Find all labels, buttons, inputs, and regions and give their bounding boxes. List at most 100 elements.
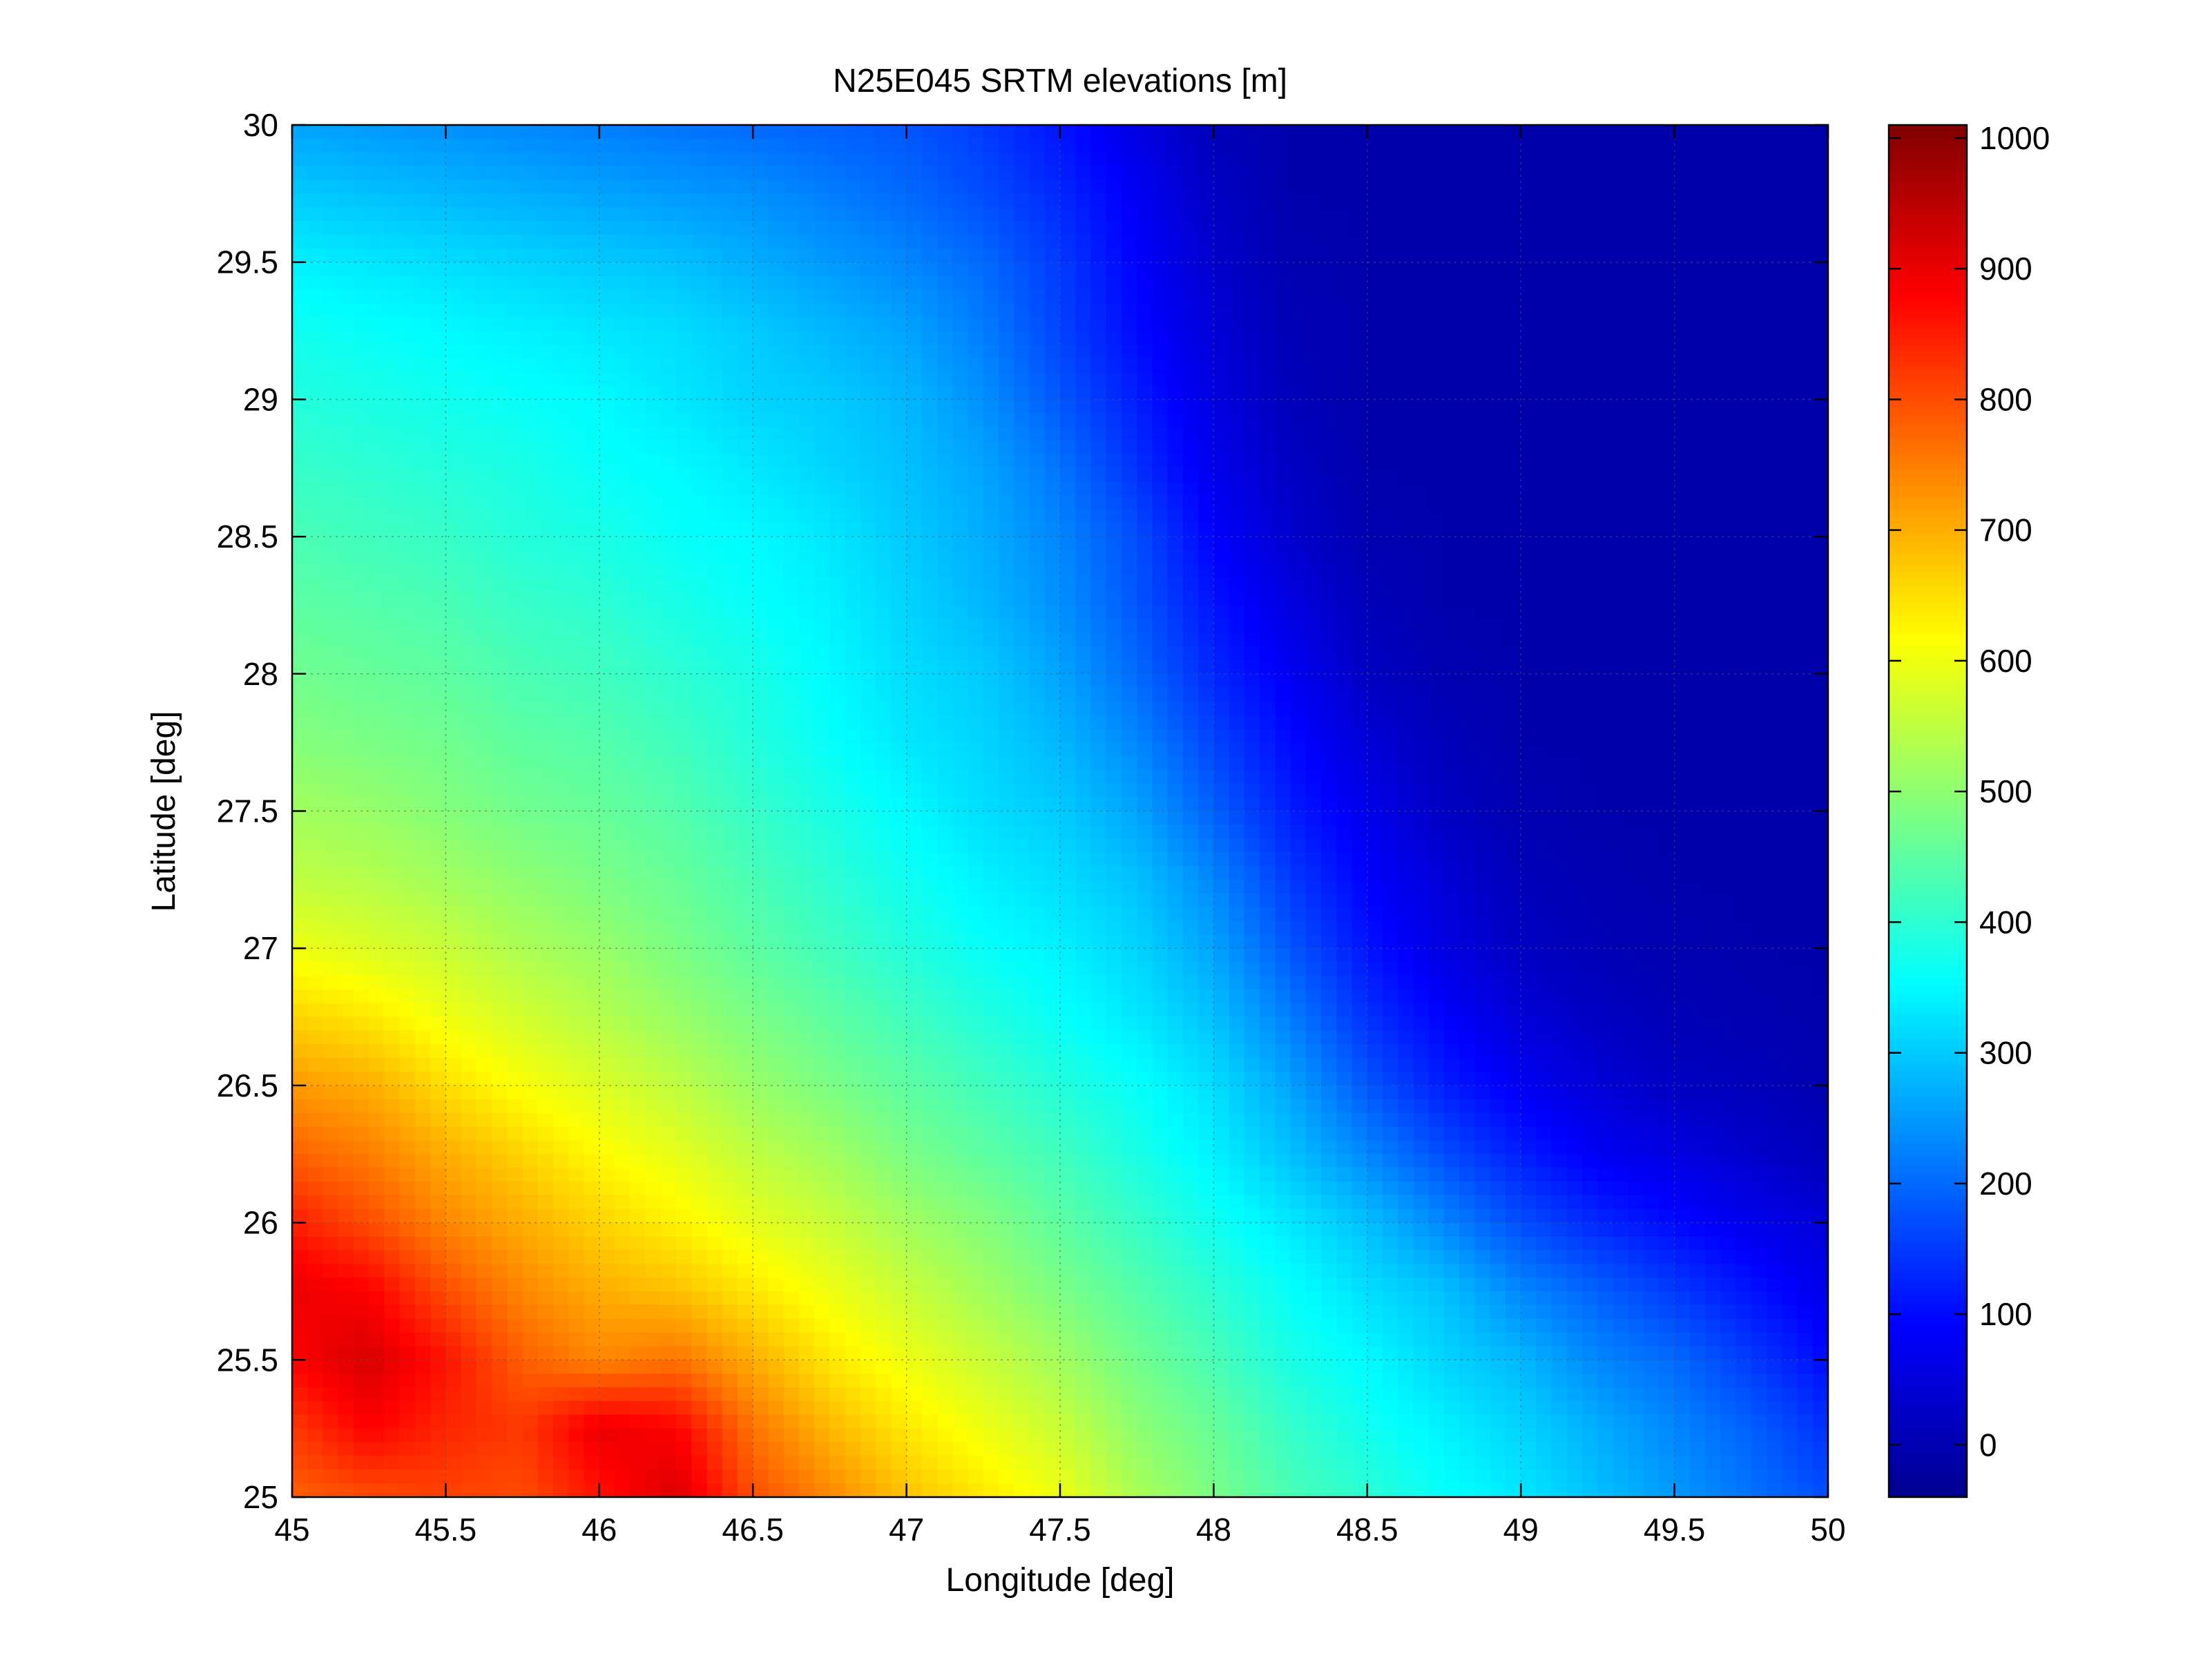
heatmap-cell [937,125,954,139]
heatmap-cell [1014,234,1030,249]
heatmap-cell [1582,659,1599,675]
heatmap-cell [1121,687,1137,702]
heatmap-cell [1229,125,1245,139]
heatmap-cell [1597,756,1614,771]
heatmap-cell [1106,783,1122,798]
heatmap-cell [461,454,477,469]
heatmap-cell [353,317,369,331]
heatmap-cell [1751,166,1767,181]
heatmap-cell [937,687,954,702]
heatmap-cell [1582,509,1599,524]
heatmap-cell [584,769,600,784]
heatmap-cell [891,481,907,497]
heatmap-cell [1428,372,1445,387]
heatmap-cell [568,769,585,784]
heatmap-cell [507,193,523,209]
heatmap-cell [461,303,477,318]
heatmap-cell [476,441,492,455]
heatmap-cell [1321,481,1338,497]
heatmap-cell [292,701,309,716]
heatmap-cell [1705,152,1722,167]
heatmap-cell [645,523,662,537]
heatmap-cell [1551,221,1568,235]
heatmap-cell [522,701,539,716]
heatmap-cell [1767,180,1783,195]
heatmap-cell [1582,563,1599,579]
heatmap-cell [891,673,907,688]
heatmap-cell [1644,619,1660,633]
heatmap-cell [737,701,753,716]
heatmap-cell [691,619,708,633]
heatmap-cell [891,248,907,263]
heatmap-cell [983,372,999,387]
heatmap-cell [1352,769,1368,784]
heatmap-cell [292,673,309,688]
heatmap-cell [1260,441,1276,455]
heatmap-cell [845,358,861,373]
heatmap-cell [999,537,1015,551]
heatmap-cell [1383,454,1399,469]
heatmap-cell [753,303,769,318]
heatmap-cell [414,577,431,592]
heatmap-cell [706,467,723,483]
heatmap-cell [1137,441,1153,455]
heatmap-cell [1029,427,1046,441]
heatmap-cell [1352,756,1368,771]
heatmap-cell [1336,577,1353,592]
heatmap-cell [615,125,631,139]
heatmap-cell [921,427,938,441]
heatmap-cell [1505,317,1521,331]
heatmap-cell [798,331,815,345]
heatmap-cell [445,344,462,359]
heatmap-cell [338,152,354,167]
heatmap-cell [353,125,369,139]
heatmap-cell [1290,399,1307,414]
heatmap-cell [1659,509,1675,524]
heatmap-cell [1490,399,1506,414]
heatmap-cell [1213,166,1230,181]
heatmap-cell [1812,125,1828,139]
heatmap-cell [1106,537,1122,551]
heatmap-cell [829,303,846,318]
heatmap-cell [353,646,369,661]
heatmap-cell [1428,756,1445,771]
heatmap-cell [399,399,416,414]
heatmap-cell [353,467,369,483]
heatmap-cell [1182,331,1199,345]
heatmap-cell [1290,481,1307,497]
heatmap-cell [399,729,416,743]
heatmap-cell [1044,591,1061,606]
heatmap-cell [1505,646,1521,661]
heatmap-cell [1367,207,1383,222]
heatmap-cell [891,358,907,373]
heatmap-cell [1229,413,1245,427]
heatmap-cell [1060,331,1077,345]
heatmap-cell [1797,166,1814,181]
heatmap-cell [1398,646,1414,661]
heatmap-cell [1383,234,1399,249]
heatmap-cell [876,138,892,153]
heatmap-cell [568,207,585,222]
heatmap-cell [706,756,723,771]
heatmap-cell [1244,481,1260,497]
heatmap-cell [1674,563,1691,579]
heatmap-cell [1613,276,1629,291]
heatmap-cell [691,509,708,524]
heatmap-cell [1644,646,1660,661]
heatmap-cell [1044,276,1061,291]
heatmap-cell [553,467,570,483]
heatmap-cell [384,427,401,441]
heatmap-cell [860,221,876,235]
heatmap-cell [1474,619,1491,633]
heatmap-cell [1229,577,1245,592]
heatmap-cell [522,207,539,222]
heatmap-cell [706,193,723,209]
heatmap-cell [952,331,969,345]
heatmap-cell [1735,769,1752,784]
heatmap-cell [845,344,861,359]
heatmap-cell [1551,605,1568,620]
heatmap-cell [706,646,723,661]
heatmap-cell [1751,372,1767,387]
heatmap-cell [1321,454,1338,469]
heatmap-cell [1536,427,1552,441]
